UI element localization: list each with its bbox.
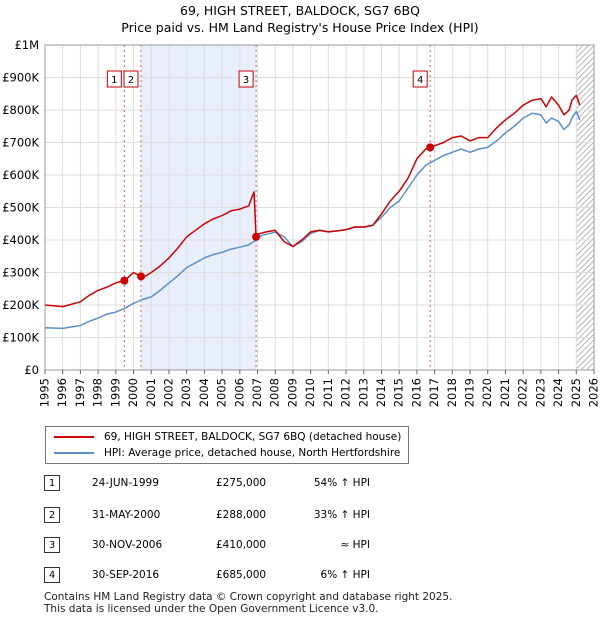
y-tick-label: £900K	[2, 71, 39, 85]
x-tick-label: 2025	[569, 378, 583, 407]
x-tick-label: 2021	[498, 378, 512, 407]
x-tick-label: 2008	[268, 378, 282, 407]
sale-number-badge: 1	[44, 475, 60, 491]
x-tick-label: 2001	[144, 378, 158, 407]
y-tick-label: £0	[24, 363, 39, 377]
x-tick-label: 2019	[463, 378, 477, 407]
x-tick-label: 2015	[392, 378, 406, 407]
x-tick-label: 2018	[445, 378, 459, 407]
sale-marker-label: 3	[243, 75, 249, 86]
legend-swatch-hpi	[54, 452, 94, 454]
x-tick-label: 2002	[161, 378, 175, 407]
x-tick-label: 2012	[339, 378, 353, 407]
x-tick-label: 1998	[91, 378, 105, 407]
chart-title: 69, HIGH STREET, BALDOCK, SG7 6BQ	[180, 3, 420, 18]
sale-marker-label: 2	[128, 75, 134, 86]
plot-frame	[44, 44, 595, 371]
sale-price: £275,000	[216, 477, 267, 489]
x-tick-label: 2005	[215, 378, 229, 407]
sale-price: £410,000	[216, 539, 267, 551]
x-tick-label: 2011	[321, 378, 335, 407]
sale-row: 4 30-SEP-2016 £685,000 6% ↑ HPI	[44, 567, 384, 585]
x-tick-label: 1997	[73, 378, 87, 407]
sale-point	[426, 143, 435, 152]
property-price-line	[44, 94, 581, 308]
sale-marker-label: 4	[417, 75, 423, 86]
sale-number-badge: 3	[44, 537, 60, 553]
y-tick-label: £400K	[2, 233, 39, 247]
x-tick-label: 1999	[108, 378, 122, 407]
sale-point	[252, 232, 261, 241]
footer-attribution: Contains HM Land Registry data © Crown c…	[44, 591, 452, 615]
sale-marker-box	[412, 70, 428, 88]
y-tick-label: £600K	[2, 168, 39, 182]
x-tick-label: 2022	[516, 378, 530, 407]
x-tick-label: 2000	[126, 378, 140, 407]
sale-price: £685,000	[216, 569, 267, 581]
x-tick-label: 2017	[427, 378, 441, 407]
x-tick-label: 2013	[356, 378, 370, 407]
x-tick-label: 2020	[480, 378, 494, 407]
footer-license: This data is licensed under the Open Gov…	[44, 603, 379, 615]
y-tick-label: £100K	[2, 331, 39, 345]
sale-point	[120, 276, 129, 285]
sale-hpi-comparison: 6% ↑ HPI	[320, 569, 370, 581]
x-tick-label: 2023	[533, 378, 547, 407]
sale-row: 1 24-JUN-1999 £275,000 54% ↑ HPI	[44, 475, 384, 493]
x-tick-label: 2016	[409, 378, 423, 407]
sale-number-badge: 4	[44, 567, 60, 583]
sale-hpi-comparison: ≈ HPI	[340, 539, 370, 551]
x-tick-label: 2014	[374, 378, 388, 407]
sale-point	[136, 272, 145, 281]
y-tick-label: £800K	[2, 103, 39, 117]
sale-number-badge: 2	[44, 507, 60, 523]
x-tick-label: 2026	[587, 378, 600, 407]
x-tick-label: 2007	[250, 378, 264, 407]
sale-row: 3 30-NOV-2006 £410,000 ≈ HPI	[44, 537, 384, 555]
x-tick-label: 1996	[55, 378, 69, 407]
sale-hpi-comparison: 33% ↑ HPI	[313, 509, 370, 521]
sale-date: 30-SEP-2016	[92, 569, 160, 581]
y-tick-label: £1M	[14, 38, 39, 52]
x-tick-label: 1995	[38, 378, 52, 407]
footer-copyright: Contains HM Land Registry data © Crown c…	[44, 591, 453, 603]
legend-item-hpi: HPI: Average price, detached house, Nort…	[54, 445, 400, 461]
legend-swatch-property	[54, 436, 94, 438]
x-tick-label: 2003	[179, 378, 193, 407]
sale-hpi-comparison: 54% ↑ HPI	[313, 477, 370, 489]
legend-label-property: 69, HIGH STREET, BALDOCK, SG7 6BQ (detac…	[104, 431, 402, 443]
sale-marker-box	[238, 70, 254, 88]
sale-date: 31-MAY-2000	[92, 509, 161, 521]
y-tick-label: £500K	[2, 201, 39, 215]
legend-label-hpi: HPI: Average price, detached house, Nort…	[104, 447, 401, 459]
sale-price: £288,000	[216, 509, 267, 521]
y-tick-label: £200K	[2, 298, 39, 312]
sale-marker-box	[106, 70, 122, 88]
sale-marker-box	[123, 70, 139, 88]
chart-subtitle: Price paid vs. HM Land Registry's House …	[121, 20, 479, 35]
y-tick-label: £700K	[2, 136, 39, 150]
x-tick-label: 2010	[303, 378, 317, 407]
legend: 69, HIGH STREET, BALDOCK, SG7 6BQ (detac…	[45, 426, 409, 464]
x-tick-label: 2006	[232, 378, 246, 407]
sale-date: 24-JUN-1999	[92, 477, 159, 489]
sale-date: 30-NOV-2006	[92, 539, 163, 551]
y-tick-label: £300K	[2, 266, 39, 280]
x-tick-label: 2009	[285, 378, 299, 407]
x-tick-label: 2004	[197, 378, 211, 407]
x-tick-label: 2024	[551, 378, 565, 407]
sale-marker-label: 1	[111, 75, 117, 86]
sale-row: 2 31-MAY-2000 £288,000 33% ↑ HPI	[44, 507, 384, 525]
legend-item-property: 69, HIGH STREET, BALDOCK, SG7 6BQ (detac…	[54, 429, 401, 445]
